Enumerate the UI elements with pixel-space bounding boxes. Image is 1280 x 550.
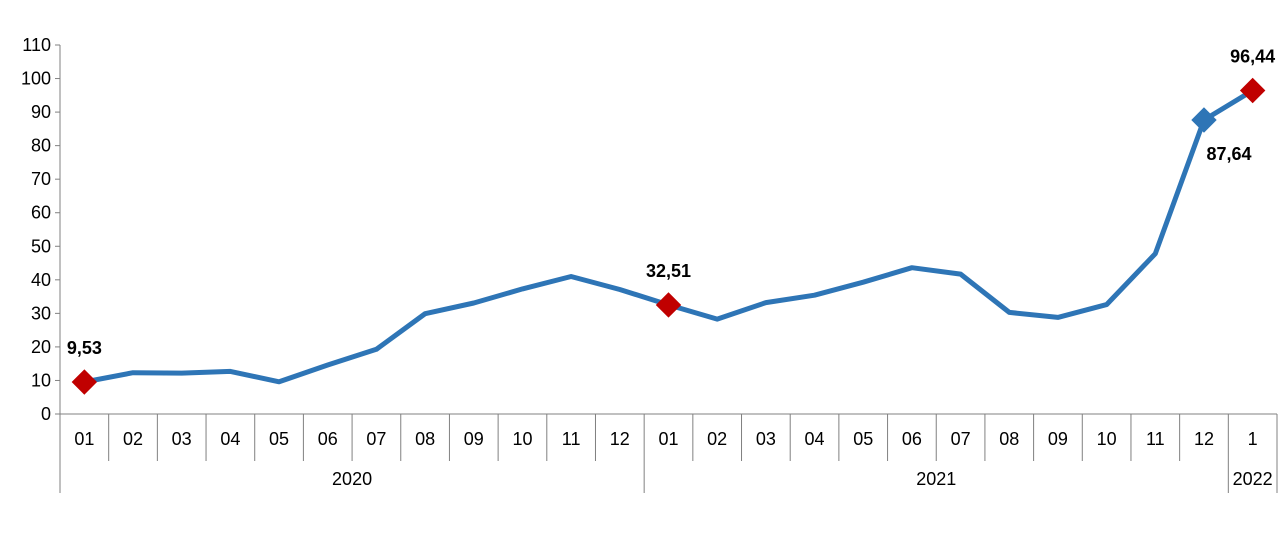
x-tick-label: 08 bbox=[999, 429, 1019, 449]
x-tick-label: 08 bbox=[415, 429, 435, 449]
x-tick-label: 12 bbox=[1194, 429, 1214, 449]
y-tick-label: 10 bbox=[31, 370, 51, 390]
series bbox=[81, 88, 1256, 385]
x-tick-label: 03 bbox=[756, 429, 776, 449]
x-tick-label: 09 bbox=[464, 429, 484, 449]
x-axis-ticks: 01 02 03 04 05 06 07 08 09 10 11 12 01 02 03 04 05 06 07 08… bbox=[59, 414, 1278, 493]
x-tick-label: 1 bbox=[1248, 429, 1258, 449]
data-labels: 9,53 32,51 87,64 96,44 bbox=[67, 46, 1275, 358]
x-tick-label: 02 bbox=[123, 429, 143, 449]
data-label: 96,44 bbox=[1230, 46, 1275, 66]
y-tick-label: 60 bbox=[31, 203, 51, 223]
x-tick-label: 01 bbox=[74, 429, 94, 449]
x-tick-label: 04 bbox=[805, 429, 825, 449]
data-label: 9,53 bbox=[67, 338, 102, 358]
x-tick-label: 05 bbox=[269, 429, 289, 449]
y-axis-ticks: 0 10 20 30 40 50 60 70 80 90 100 110 bbox=[21, 35, 60, 424]
y-tick-label: 110 bbox=[22, 35, 51, 55]
x-tick-label: 05 bbox=[853, 429, 873, 449]
x-tick-label: 07 bbox=[951, 429, 971, 449]
y-tick-label: 40 bbox=[31, 270, 51, 290]
y-tick-label: 50 bbox=[31, 236, 51, 256]
axes bbox=[59, 45, 1277, 415]
x-tick-label: 12 bbox=[610, 429, 630, 449]
y-tick-label: 0 bbox=[41, 404, 51, 424]
data-marker bbox=[1239, 77, 1266, 104]
data-label: 32,51 bbox=[646, 261, 691, 281]
x-tick-label: 03 bbox=[172, 429, 192, 449]
x-tick-label: 06 bbox=[318, 429, 338, 449]
year-label: 2022 bbox=[1233, 469, 1273, 489]
y-tick-label: 90 bbox=[31, 102, 51, 122]
y-tick-label: 100 bbox=[21, 69, 51, 89]
x-tick-label: 09 bbox=[1048, 429, 1068, 449]
x-tick-label: 04 bbox=[220, 429, 240, 449]
series-line bbox=[81, 88, 1256, 385]
x-tick-label: 07 bbox=[366, 429, 386, 449]
year-label: 2020 bbox=[332, 469, 372, 489]
markers bbox=[71, 77, 1266, 395]
x-tick-label: 01 bbox=[658, 429, 678, 449]
data-label: 87,64 bbox=[1206, 144, 1251, 164]
x-tick-label: 02 bbox=[707, 429, 727, 449]
data-marker bbox=[1191, 107, 1217, 133]
data-marker bbox=[71, 369, 98, 395]
x-tick-label: 11 bbox=[1146, 429, 1165, 449]
y-tick-label: 70 bbox=[31, 169, 51, 189]
x-tick-label: 10 bbox=[512, 429, 532, 449]
x-tick-label: 11 bbox=[562, 429, 581, 449]
y-tick-label: 80 bbox=[31, 136, 51, 156]
x-tick-label: 06 bbox=[902, 429, 922, 449]
y-tick-label: 20 bbox=[31, 337, 51, 357]
year-label: 2021 bbox=[916, 469, 956, 489]
x-tick-label: 10 bbox=[1097, 429, 1117, 449]
y-tick-label: 30 bbox=[31, 303, 51, 323]
data-marker bbox=[655, 292, 682, 318]
